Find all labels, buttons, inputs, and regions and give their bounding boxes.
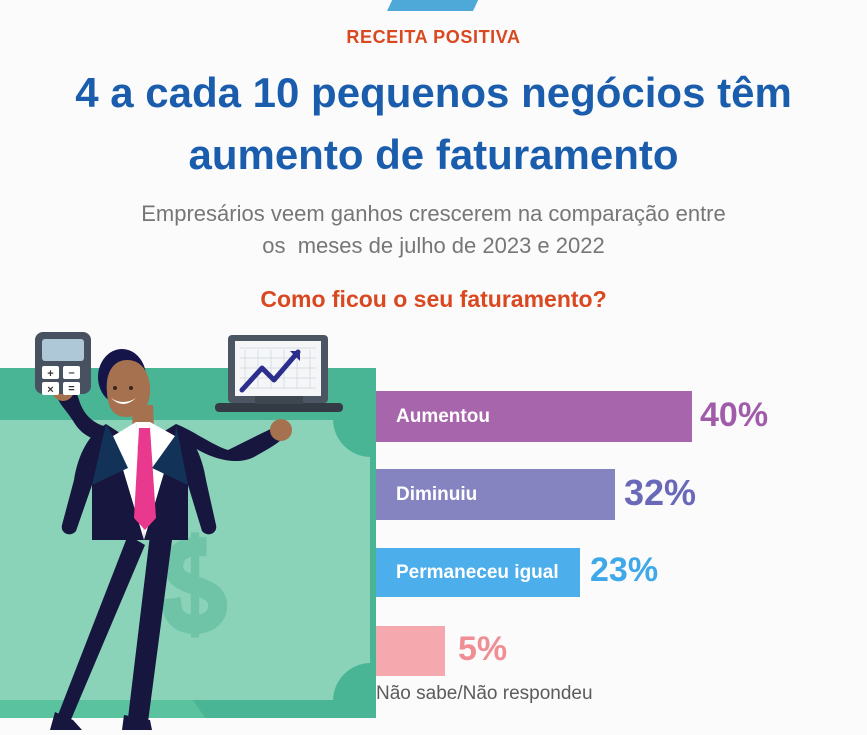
svg-text:+: + xyxy=(47,368,53,380)
svg-text:×: × xyxy=(47,384,53,396)
svg-text:=: = xyxy=(68,383,74,395)
svg-text:–: – xyxy=(68,367,74,379)
